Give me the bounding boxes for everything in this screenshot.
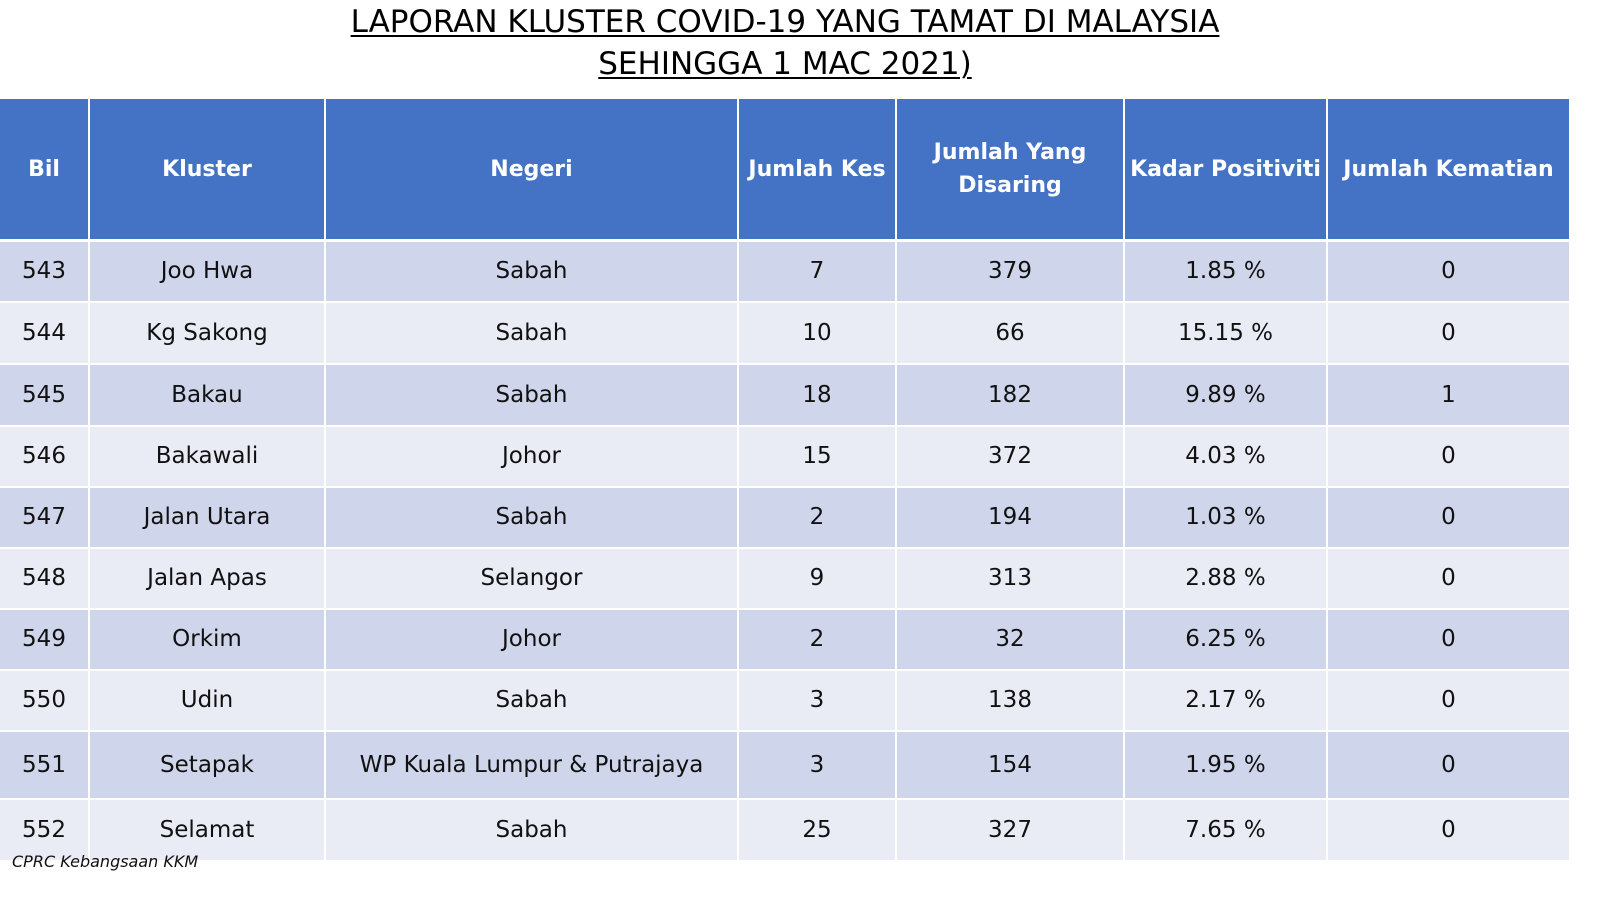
- cell-kluster: Joo Hwa: [88, 239, 326, 303]
- cell-jumlah-disaring: 182: [895, 362, 1125, 427]
- cell-jumlah-kematian: 0: [1326, 729, 1571, 800]
- cell-jumlah-kematian: 0: [1326, 668, 1571, 732]
- cell-bil: 549: [0, 607, 90, 671]
- cell-jumlah-kes: 9: [737, 546, 897, 610]
- cell-bil: 550: [0, 668, 90, 732]
- page-title: LAPORAN KLUSTER COVID-19 YANG TAMAT DI M…: [0, 0, 1570, 85]
- cell-bil: 552: [0, 797, 90, 862]
- cell-bil: 543: [0, 239, 90, 303]
- header-negeri: Negeri: [324, 99, 739, 242]
- cell-negeri: Sabah: [324, 485, 739, 549]
- cell-kadar-positiviti: 6.25 %: [1123, 607, 1328, 671]
- cell-kluster: Setapak: [88, 729, 326, 800]
- cell-jumlah-kes: 3: [737, 729, 897, 800]
- table-row: 552 Selamat Sabah 25 327 7.65 % 0: [0, 797, 1571, 862]
- cell-kadar-positiviti: 2.17 %: [1123, 668, 1328, 732]
- cell-negeri: Sabah: [324, 797, 739, 862]
- cell-bil: 545: [0, 362, 90, 427]
- cell-kluster: Jalan Utara: [88, 485, 326, 549]
- cell-jumlah-kes: 10: [737, 300, 897, 365]
- cell-negeri: Sabah: [324, 668, 739, 732]
- cell-jumlah-kes: 25: [737, 797, 897, 862]
- cell-negeri: Sabah: [324, 362, 739, 427]
- cell-bil: 551: [0, 729, 90, 800]
- cell-kadar-positiviti: 1.85 %: [1123, 239, 1328, 303]
- cell-negeri: Johor: [324, 607, 739, 671]
- cell-jumlah-disaring: 313: [895, 546, 1125, 610]
- table-row: 543 Joo Hwa Sabah 7 379 1.85 % 0: [0, 239, 1571, 303]
- header-jumlah-kes: Jumlah Kes: [737, 99, 897, 242]
- table-row: 547 Jalan Utara Sabah 2 194 1.03 % 0: [0, 485, 1571, 549]
- cell-kluster: Bakau: [88, 362, 326, 427]
- table-row: 546 Bakawali Johor 15 372 4.03 % 0: [0, 424, 1571, 488]
- cell-kadar-positiviti: 1.03 %: [1123, 485, 1328, 549]
- table-row: 551 Setapak WP Kuala Lumpur & Putrajaya …: [0, 729, 1571, 800]
- cell-bil: 544: [0, 300, 90, 365]
- cell-kluster: Selamat: [88, 797, 326, 862]
- cell-kadar-positiviti: 1.95 %: [1123, 729, 1328, 800]
- cell-jumlah-disaring: 138: [895, 668, 1125, 732]
- header-jumlah-disaring: Jumlah Yang Disaring: [895, 99, 1125, 242]
- cell-jumlah-kematian: 0: [1326, 424, 1571, 488]
- cell-kadar-positiviti: 4.03 %: [1123, 424, 1328, 488]
- cluster-table: Bil Kluster Negeri Jumlah Kes Jumlah Yan…: [0, 99, 1571, 862]
- table-row: 545 Bakau Sabah 18 182 9.89 % 1: [0, 362, 1571, 427]
- table-row: 550 Udin Sabah 3 138 2.17 % 0: [0, 668, 1571, 732]
- cell-jumlah-kes: 7: [737, 239, 897, 303]
- source-note: CPRC Kebangsaan KKM: [12, 852, 199, 871]
- cell-kluster: Jalan Apas: [88, 546, 326, 610]
- cell-jumlah-kes: 2: [737, 607, 897, 671]
- cell-jumlah-disaring: 372: [895, 424, 1125, 488]
- cell-jumlah-kematian: 0: [1326, 300, 1571, 365]
- header-kadar-positiviti: Kadar Positiviti: [1123, 99, 1328, 242]
- cell-jumlah-disaring: 154: [895, 729, 1125, 800]
- table-row: 548 Jalan Apas Selangor 9 313 2.88 % 0: [0, 546, 1571, 610]
- cell-negeri: Sabah: [324, 300, 739, 365]
- cell-jumlah-disaring: 327: [895, 797, 1125, 862]
- header-bil: Bil: [0, 99, 90, 242]
- title-line-1: LAPORAN KLUSTER COVID-19 YANG TAMAT DI M…: [350, 4, 1220, 40]
- cell-kadar-positiviti: 9.89 %: [1123, 362, 1328, 427]
- cell-jumlah-kematian: 0: [1326, 239, 1571, 303]
- cell-jumlah-kematian: 0: [1326, 607, 1571, 671]
- table-row: 544 Kg Sakong Sabah 10 66 15.15 % 0: [0, 300, 1571, 365]
- cell-kluster: Bakawali: [88, 424, 326, 488]
- cell-negeri: Johor: [324, 424, 739, 488]
- cell-jumlah-kematian: 1: [1326, 362, 1571, 427]
- cell-jumlah-kematian: 0: [1326, 546, 1571, 610]
- cell-jumlah-disaring: 32: [895, 607, 1125, 671]
- cell-jumlah-disaring: 66: [895, 300, 1125, 365]
- title-line-2: SEHINGGA 1 MAC 2021): [598, 46, 972, 82]
- cell-bil: 547: [0, 485, 90, 549]
- header-kluster: Kluster: [88, 99, 326, 242]
- cell-kluster: Orkim: [88, 607, 326, 671]
- cell-bil: 548: [0, 546, 90, 610]
- cell-negeri: Selangor: [324, 546, 739, 610]
- cell-jumlah-disaring: 194: [895, 485, 1125, 549]
- cell-jumlah-kematian: 0: [1326, 485, 1571, 549]
- cell-kadar-positiviti: 15.15 %: [1123, 300, 1328, 365]
- cell-kadar-positiviti: 7.65 %: [1123, 797, 1328, 862]
- cell-negeri: Sabah: [324, 239, 739, 303]
- cell-jumlah-kematian: 0: [1326, 797, 1571, 862]
- cell-jumlah-kes: 15: [737, 424, 897, 488]
- cell-jumlah-kes: 18: [737, 362, 897, 427]
- cell-kadar-positiviti: 2.88 %: [1123, 546, 1328, 610]
- table-row: 549 Orkim Johor 2 32 6.25 % 0: [0, 607, 1571, 671]
- cell-jumlah-kes: 3: [737, 668, 897, 732]
- header-jumlah-kematian: Jumlah Kematian: [1326, 99, 1571, 242]
- cell-jumlah-kes: 2: [737, 485, 897, 549]
- cell-negeri: WP Kuala Lumpur & Putrajaya: [324, 729, 739, 800]
- cell-jumlah-disaring: 379: [895, 239, 1125, 303]
- cell-bil: 546: [0, 424, 90, 488]
- cell-kluster: Udin: [88, 668, 326, 732]
- cell-kluster: Kg Sakong: [88, 300, 326, 365]
- table-header-row: Bil Kluster Negeri Jumlah Kes Jumlah Yan…: [0, 99, 1571, 242]
